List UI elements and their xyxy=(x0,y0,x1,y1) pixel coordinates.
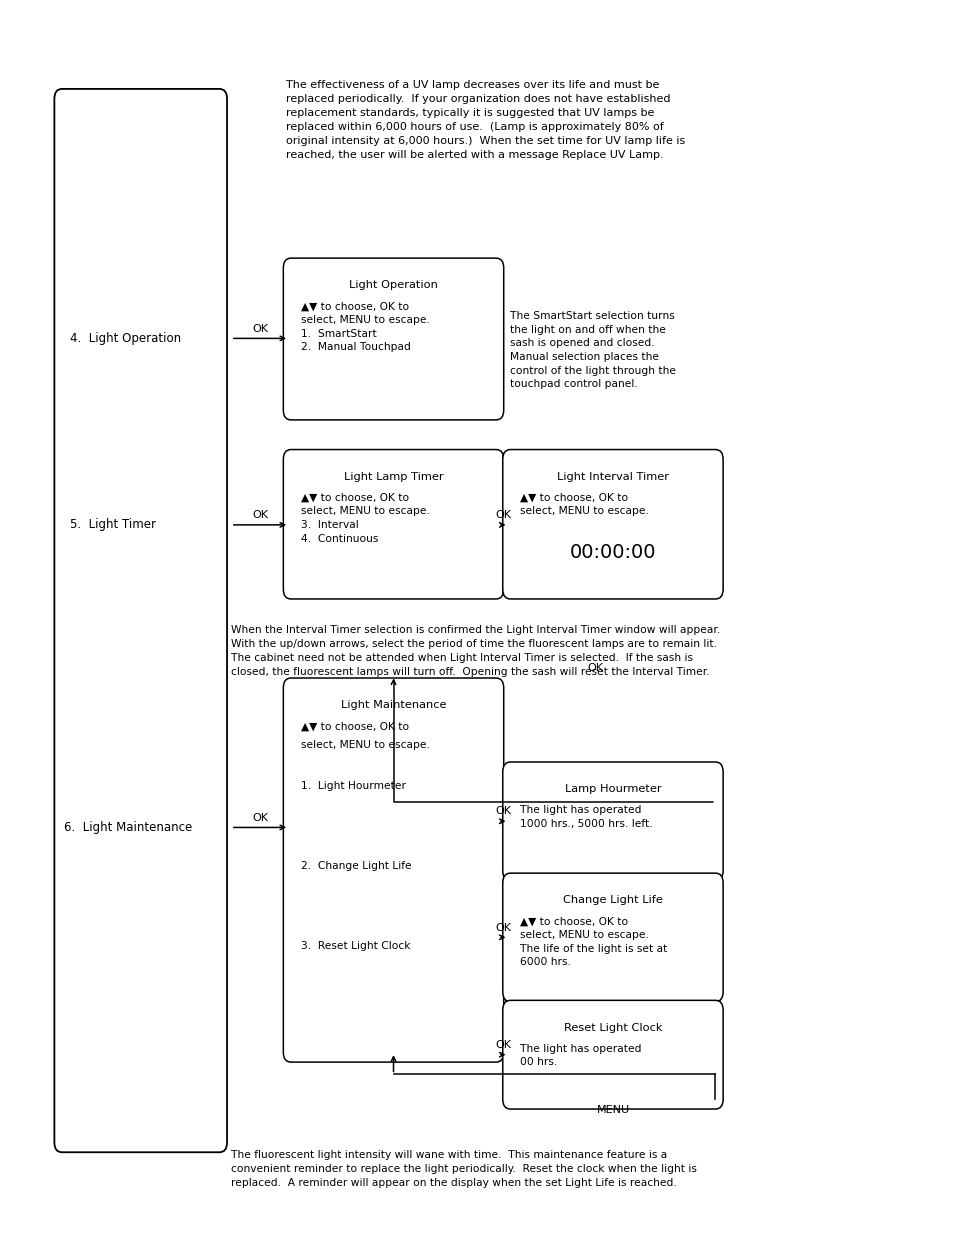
Text: Light Interval Timer: Light Interval Timer xyxy=(557,472,668,482)
FancyBboxPatch shape xyxy=(283,450,503,599)
Text: OK: OK xyxy=(495,806,511,816)
Text: ▲▼ to choose, OK to: ▲▼ to choose, OK to xyxy=(300,721,408,731)
Text: The fluorescent light intensity will wane with time.  This maintenance feature i: The fluorescent light intensity will wan… xyxy=(231,1150,696,1188)
Text: The light has operated
1000 hrs., 5000 hrs. left.: The light has operated 1000 hrs., 5000 h… xyxy=(519,805,652,829)
Text: 00:00:00: 00:00:00 xyxy=(569,543,656,562)
Text: ▲▼ to choose, OK to
select, MENU to escape.
1.  SmartStart
2.  Manual Touchpad: ▲▼ to choose, OK to select, MENU to esca… xyxy=(300,301,429,352)
Text: ▲▼ to choose, OK to
select, MENU to escape.: ▲▼ to choose, OK to select, MENU to esca… xyxy=(519,493,648,516)
Text: OK: OK xyxy=(495,1040,511,1050)
Text: Lamp Hourmeter: Lamp Hourmeter xyxy=(564,784,660,794)
Text: OK: OK xyxy=(252,813,268,823)
FancyBboxPatch shape xyxy=(54,89,227,1152)
FancyBboxPatch shape xyxy=(502,762,722,881)
Text: ▲▼ to choose, OK to
select, MENU to escape.
3.  Interval
4.  Continuous: ▲▼ to choose, OK to select, MENU to esca… xyxy=(300,493,429,543)
Text: OK: OK xyxy=(252,324,268,333)
FancyBboxPatch shape xyxy=(283,258,503,420)
Text: 6.  Light Maintenance: 6. Light Maintenance xyxy=(64,821,192,834)
Text: 3.  Reset Light Clock: 3. Reset Light Clock xyxy=(300,941,410,951)
Text: Light Operation: Light Operation xyxy=(349,280,437,290)
Text: The light has operated
00 hrs.: The light has operated 00 hrs. xyxy=(519,1044,640,1067)
FancyBboxPatch shape xyxy=(283,678,503,1062)
Text: Light Maintenance: Light Maintenance xyxy=(340,700,446,710)
FancyBboxPatch shape xyxy=(502,450,722,599)
Text: OK: OK xyxy=(495,923,511,932)
FancyBboxPatch shape xyxy=(502,1000,722,1109)
Text: 1.  Light Hourmeter: 1. Light Hourmeter xyxy=(300,781,405,790)
Text: OK: OK xyxy=(587,663,602,673)
Text: The effectiveness of a UV lamp decreases over its life and must be
replaced peri: The effectiveness of a UV lamp decreases… xyxy=(286,80,685,161)
Text: Change Light Life: Change Light Life xyxy=(562,895,662,905)
Text: The SmartStart selection turns
the light on and off when the
sash is opened and : The SmartStart selection turns the light… xyxy=(510,311,676,389)
Text: ▲▼ to choose, OK to
select, MENU to escape.
The life of the light is set at
6000: ▲▼ to choose, OK to select, MENU to esca… xyxy=(519,916,666,967)
Text: Reset Light Clock: Reset Light Clock xyxy=(563,1023,661,1032)
Text: 5.  Light Timer: 5. Light Timer xyxy=(70,519,155,531)
Text: OK: OK xyxy=(495,510,511,520)
Text: 2.  Change Light Life: 2. Change Light Life xyxy=(300,861,411,871)
Text: 4.  Light Operation: 4. Light Operation xyxy=(70,332,180,345)
Text: MENU: MENU xyxy=(596,1105,629,1115)
Text: select, MENU to escape.: select, MENU to escape. xyxy=(300,740,429,750)
FancyBboxPatch shape xyxy=(502,873,722,1002)
Text: Light Lamp Timer: Light Lamp Timer xyxy=(343,472,443,482)
Text: When the Interval Timer selection is confirmed the Light Interval Timer window w: When the Interval Timer selection is con… xyxy=(231,625,720,677)
Text: OK: OK xyxy=(252,510,268,520)
